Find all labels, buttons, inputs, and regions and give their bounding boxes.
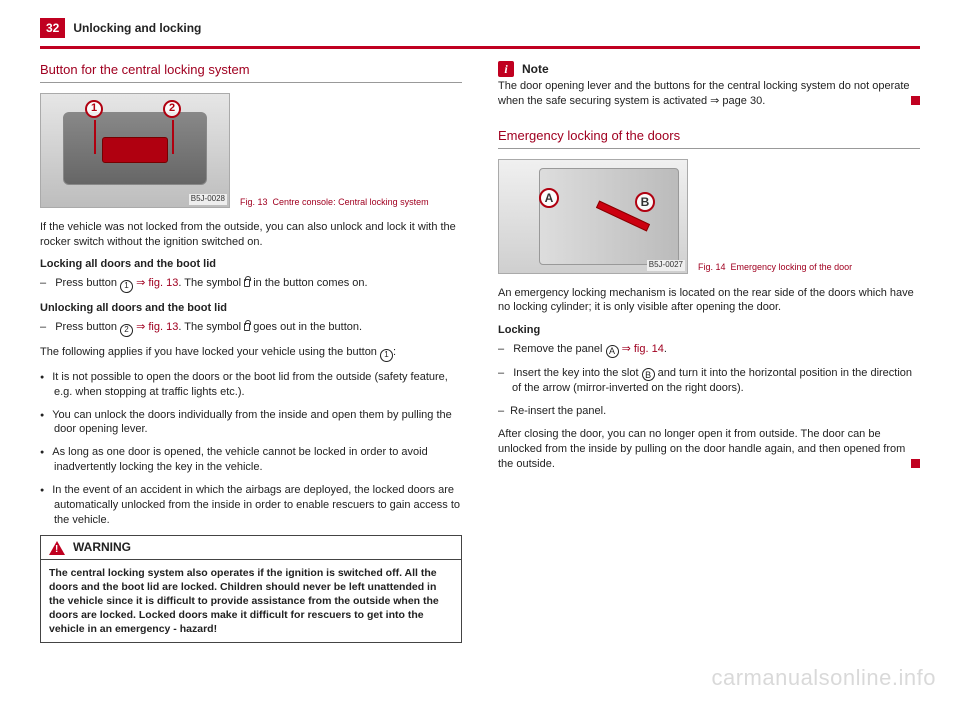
note-label: Note: [522, 61, 549, 77]
step1-post: .: [664, 343, 667, 355]
figure-13-id: B5J-0028: [189, 194, 227, 205]
right-step-2: Insert the key into the slot B and turn …: [512, 366, 920, 396]
lock-steps: Press button 1 ⇒ fig. 13. The symbol in …: [40, 276, 462, 293]
figure-14-id: B5J-0027: [647, 260, 685, 271]
figure-13-ref: Fig. 13: [240, 197, 268, 207]
unlock-ref: ⇒ fig. 13: [133, 321, 178, 333]
console-outline: [63, 112, 207, 185]
left-intro: If the vehicle was not locked from the o…: [40, 220, 462, 250]
note-text-content: The door opening lever and the buttons f…: [498, 80, 910, 107]
warning-icon: [49, 541, 65, 555]
callout-1: 1: [85, 100, 103, 118]
unlock-heading: Unlocking all doors and the boot lid: [40, 301, 462, 316]
bullet-1: It is not possible to open the doors or …: [54, 370, 462, 400]
figure-13-text: Centre console: Central locking system: [273, 197, 429, 207]
lock-ref: ⇒ fig. 13: [133, 277, 178, 289]
warning-body: The central locking system also operates…: [41, 560, 461, 643]
header-rule: [40, 46, 920, 49]
right-intro: An emergency locking mechanism is locate…: [498, 286, 920, 316]
circle-1b-icon: 1: [380, 349, 393, 362]
step1-ref: ⇒ fig. 14: [619, 343, 664, 355]
rocker-switch: [102, 137, 168, 163]
chapter-title: Unlocking and locking: [73, 20, 201, 36]
unlock-post-b: goes out in the button.: [250, 321, 362, 333]
content-columns: Button for the central locking system 1 …: [0, 61, 960, 643]
bullet-4: In the event of an accident in which the…: [54, 483, 462, 528]
right-lock-heading: Locking: [498, 323, 920, 338]
unlock-post-a: . The symbol: [178, 321, 244, 333]
lock-icon-2: [244, 323, 250, 331]
warning-head: WARNING: [41, 536, 461, 559]
figure-row-right: A B B5J-0027 Fig. 14 Emergency locking o…: [498, 159, 920, 274]
right-steps: Remove the panel A ⇒ fig. 14. Insert the…: [498, 342, 920, 419]
figure-row-left: 1 2 B5J-0028 Fig. 13 Centre console: Cen…: [40, 93, 462, 208]
lock-step-1: Press button 1 ⇒ fig. 13. The symbol in …: [54, 276, 462, 293]
circle-b-icon: B: [642, 368, 655, 381]
bullet-2: You can unlock the doors individually fr…: [54, 408, 462, 438]
right-step-3: Re-insert the panel.: [512, 404, 920, 419]
section-title-left: Button for the central locking system: [40, 61, 462, 79]
bullet-3: As long as one door is opened, the vehic…: [54, 445, 462, 475]
page-number: 32: [40, 18, 65, 38]
left-column: Button for the central locking system 1 …: [40, 61, 462, 643]
closing-text: After closing the door, you can no longe…: [498, 428, 905, 470]
circle-a-icon: A: [606, 345, 619, 358]
right-step-1: Remove the panel A ⇒ fig. 14.: [512, 342, 920, 358]
note-head: i Note: [498, 61, 920, 77]
following-line: The following applies if you have locked…: [40, 345, 462, 362]
page-header: 32 Unlocking and locking: [0, 0, 960, 44]
unlock-pre: Press button: [55, 321, 120, 333]
title-underline-2: [498, 148, 920, 149]
step2-pre: Insert the key into the slot: [513, 367, 641, 379]
figure-14-image: A B B5J-0027: [498, 159, 688, 274]
warning-box: WARNING The central locking system also …: [40, 535, 462, 643]
note-text: The door opening lever and the buttons f…: [498, 79, 920, 109]
figure-13-caption: Fig. 13 Centre console: Central locking …: [240, 196, 429, 208]
figure-14-ref: Fig. 14: [698, 262, 726, 272]
circle-2-icon: 2: [120, 324, 133, 337]
end-square-1: [911, 96, 920, 105]
right-column: i Note The door opening lever and the bu…: [498, 61, 920, 643]
callout-a: A: [539, 188, 559, 208]
right-closing: After closing the door, you can no longe…: [498, 427, 920, 472]
unlock-step-1: Press button 2 ⇒ fig. 13. The symbol goe…: [54, 320, 462, 337]
warning-label: WARNING: [73, 539, 131, 555]
callout-b: B: [635, 192, 655, 212]
bullets-list: It is not possible to open the doors or …: [40, 370, 462, 528]
following-post: :: [393, 346, 396, 358]
lock-icon: [244, 279, 250, 287]
lock-pre: Press button: [55, 277, 120, 289]
lock-post-b: in the button comes on.: [250, 277, 367, 289]
unlock-steps: Press button 2 ⇒ fig. 13. The symbol goe…: [40, 320, 462, 337]
lock-heading: Locking all doors and the boot lid: [40, 257, 462, 272]
figure-14-caption: Fig. 14 Emergency locking of the door: [698, 261, 852, 273]
lock-post-a: . The symbol: [178, 277, 244, 289]
circle-1-icon: 1: [120, 280, 133, 293]
watermark: carmanualsonline.info: [711, 663, 936, 693]
figure-14-text: Emergency locking of the door: [731, 262, 853, 272]
section-title-right: Emergency locking of the doors: [498, 127, 920, 145]
following-pre: The following applies if you have locked…: [40, 346, 380, 358]
title-underline: [40, 82, 462, 83]
callout-2: 2: [163, 100, 181, 118]
end-square-2: [911, 459, 920, 468]
note-icon: i: [498, 61, 514, 77]
door-edge: [539, 168, 679, 265]
callout-2-line: [172, 120, 174, 154]
figure-13-image: 1 2 B5J-0028: [40, 93, 230, 208]
callout-1-line: [94, 120, 96, 154]
step1-pre: Remove the panel: [513, 343, 605, 355]
